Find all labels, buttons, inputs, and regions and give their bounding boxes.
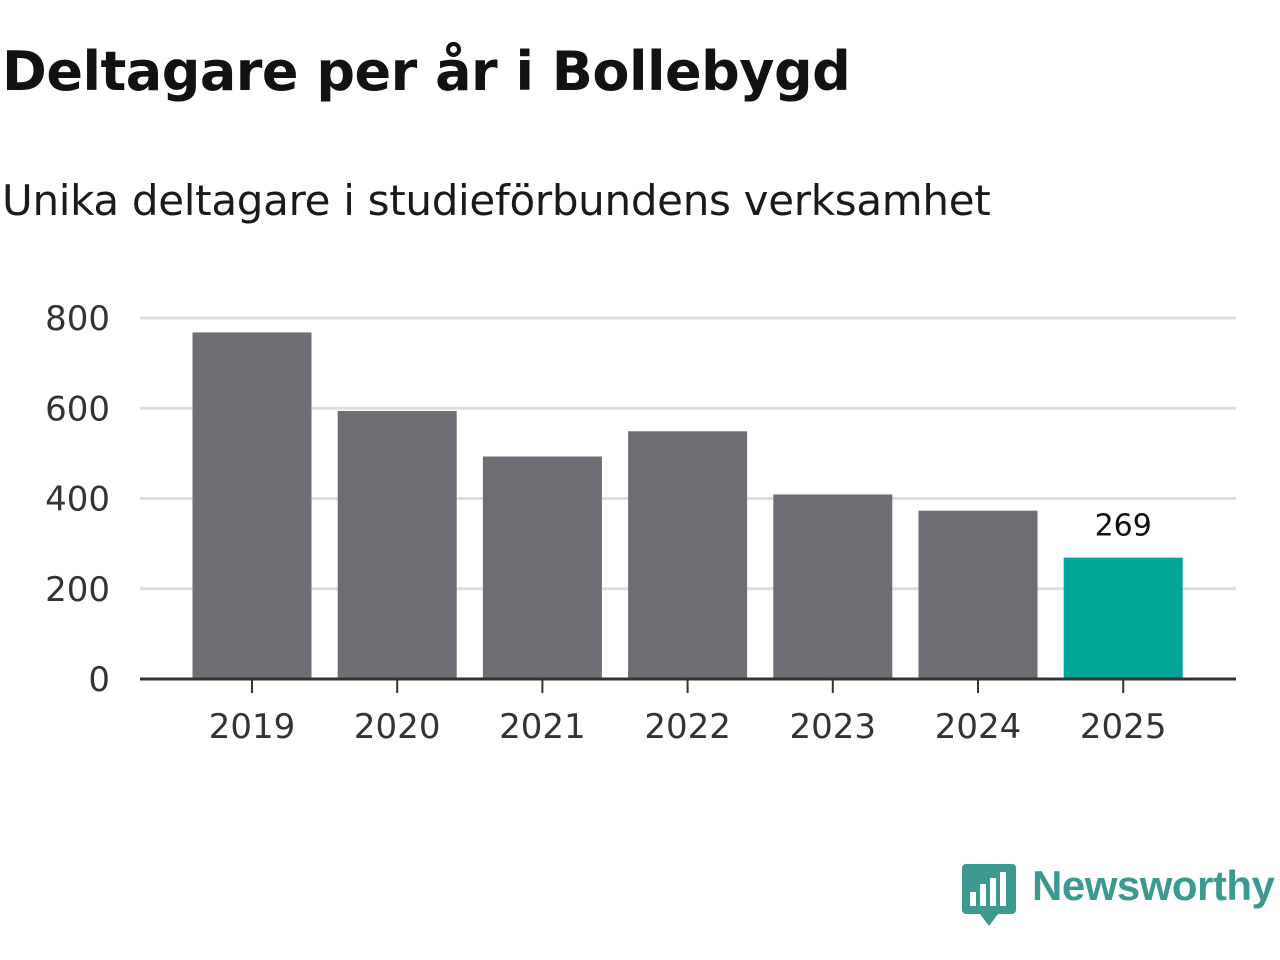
- x-tick-label: 2022: [644, 707, 731, 747]
- bar-2025: [1063, 557, 1183, 679]
- newsworthy-logo: Newsworthy: [962, 862, 1280, 932]
- y-tick-label: 400: [45, 480, 110, 520]
- y-tick-label: 800: [45, 299, 110, 339]
- x-tick-label: 2024: [935, 707, 1022, 747]
- chart-subtitle: Unika deltagare i studieförbundens verks…: [2, 176, 991, 225]
- chart-title: Deltagare per år i Bollebygd: [2, 40, 851, 103]
- brand-name: Newsworthy: [1032, 862, 1275, 909]
- bar-2024: [918, 510, 1038, 679]
- axes: [140, 677, 1236, 693]
- x-tick-label: 2020: [354, 707, 441, 747]
- y-tick-label: 600: [45, 389, 110, 429]
- x-tick-label: 2019: [209, 707, 296, 747]
- y-tick-label: 0: [88, 660, 110, 700]
- bar-2021: [482, 456, 602, 679]
- bar-2022: [628, 431, 748, 679]
- bar-2020: [337, 410, 457, 679]
- newsworthy-chart-bubble-icon: [962, 864, 1016, 926]
- labels: 0 200 400 600 800 2019 2020 2021 2022 2023 2024 202…: [45, 299, 1166, 747]
- bars: [192, 332, 1183, 679]
- bar-2019: [192, 332, 312, 679]
- x-tick-label: 2023: [790, 707, 877, 747]
- data-label: 269: [1095, 509, 1152, 544]
- x-tick-label: 2021: [499, 707, 586, 747]
- x-tick-label: 2025: [1080, 707, 1167, 747]
- bar-2023: [773, 494, 893, 679]
- y-tick-label: 200: [45, 570, 110, 610]
